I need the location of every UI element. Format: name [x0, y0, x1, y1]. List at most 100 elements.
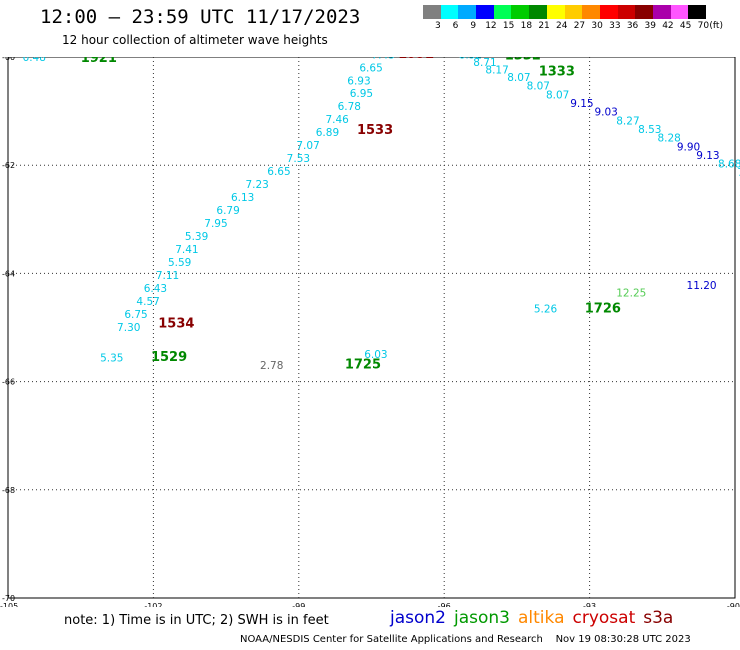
- color-swatch: [564, 5, 583, 19]
- color-swatch: [582, 5, 600, 19]
- wave-height-label: 5.39: [185, 231, 208, 243]
- color-swatch: [546, 5, 565, 19]
- latitude-label: -64: [2, 269, 15, 278]
- color-swatch: [635, 5, 653, 19]
- wave-height-label: 11.20: [687, 280, 717, 292]
- longitude-label: -99: [292, 602, 305, 607]
- wave-height-label: 8.68: [718, 159, 740, 171]
- color-swatch: [670, 5, 689, 19]
- color-scale-label: 24: [556, 21, 568, 31]
- color-scale-label: 9: [470, 21, 477, 31]
- satellite-legend-item: altika: [518, 608, 565, 628]
- credit-line: NOAA/NESDIS Center for Satellite Applica…: [240, 634, 691, 645]
- color-swatch: [529, 5, 547, 19]
- wave-height-label: 7.23: [245, 179, 268, 191]
- color-swatch: [599, 5, 618, 19]
- wave-height-label: 8.53: [638, 124, 661, 136]
- color-scale-label: 30: [591, 21, 603, 31]
- color-scale-label: 36: [626, 21, 639, 31]
- wave-height-label: 5.59: [168, 257, 191, 269]
- color-scale-label: 21: [538, 21, 550, 31]
- color-scale-label: 12: [485, 21, 497, 31]
- wave-height-label: 9.90: [677, 141, 700, 153]
- color-scale-label: 33: [609, 21, 621, 31]
- color-scale-label: 18: [520, 21, 533, 31]
- footer-note: note: 1) Time is in UTC; 2) SWH is in fe…: [64, 613, 329, 628]
- color-swatch: [652, 5, 671, 19]
- pass-time-label: 1532: [398, 57, 434, 62]
- wave-height-label: 8.28: [657, 133, 680, 145]
- wave-height-label: 7.07: [296, 140, 319, 152]
- color-swatch: [423, 5, 441, 19]
- pass-time-label: 1534: [158, 317, 194, 332]
- wave-height-label: 9.13: [696, 150, 719, 162]
- color-scale-labels: 3 6 9 12 15 18 21 24 27 30 33 36 39 42 45 70 (ft): [423, 21, 740, 33]
- color-scale-unit: (ft): [709, 21, 723, 31]
- wave-height-label: 6.89: [316, 127, 339, 139]
- satellite-legend: jason2 jason3 altika cryosat s3a: [390, 608, 681, 628]
- wave-height-label: 8.07: [507, 72, 530, 84]
- wave-height-label: 6.95: [350, 88, 373, 100]
- wave-height-label: 6.79: [216, 205, 239, 217]
- color-scale-legend: [423, 5, 706, 19]
- wave-height-label: 5.26: [534, 304, 558, 316]
- wave-height-label: 6.65: [359, 62, 382, 74]
- longitude-label: -96: [438, 602, 451, 607]
- wave-height-label: 6.75: [124, 309, 147, 321]
- wave-height-label: 7.41: [175, 244, 198, 256]
- wave-height-label: 5.35: [100, 352, 123, 364]
- wave-height-label: 6.78: [338, 101, 361, 113]
- color-scale-label: 3: [434, 21, 441, 31]
- wave-height-label: 7.78: [737, 167, 740, 179]
- latitude-label: -62: [2, 161, 15, 170]
- color-scale-label: 39: [644, 21, 656, 31]
- pass-time-label: 1533: [357, 123, 393, 138]
- page-subtitle: 12 hour collection of altimeter wave hei…: [62, 33, 328, 47]
- page-title: 12:00 – 23:59 UTC 11/17/2023: [40, 6, 361, 28]
- pass-time-label: 1333: [539, 65, 575, 80]
- wave-height-label: 9.15: [570, 98, 593, 110]
- wave-height-label: 7.11: [156, 270, 179, 282]
- wave-height-label: 7.30: [117, 322, 140, 334]
- color-swatch: [458, 5, 477, 19]
- pass-time-label: 1726: [585, 301, 621, 316]
- wave-height-label: 9.03: [594, 107, 617, 119]
- wave-height-label: 6.93: [347, 75, 370, 87]
- latitude-label: -68: [2, 486, 15, 495]
- pass-time-label: 1921: [81, 57, 117, 66]
- color-scale-label: 15: [502, 21, 515, 31]
- wave-height-label: 4.57: [136, 296, 159, 308]
- longitude-label: -90: [727, 602, 740, 607]
- color-scale-label: 27: [573, 21, 586, 31]
- wave-height-label: 6.65: [267, 166, 290, 178]
- latitude-label: -70: [2, 594, 15, 603]
- wave-height-label: 7.46: [325, 114, 349, 126]
- color-swatch: [688, 5, 706, 19]
- wave-height-label: 6.03: [364, 349, 387, 361]
- wave-height-label: 12.25: [616, 287, 646, 299]
- pass-time-label: 1725: [345, 358, 381, 373]
- pass-time-label: 1529: [151, 350, 187, 365]
- color-scale-label: 6: [452, 21, 459, 31]
- satellite-legend-item: jason2: [390, 608, 446, 628]
- wave-height-label: 8.17: [485, 64, 508, 76]
- wave-height-label: 8.52: [459, 57, 482, 61]
- longitude-label: -102: [144, 602, 162, 607]
- color-swatch: [476, 5, 494, 19]
- pass-time-label: 1332: [505, 57, 541, 63]
- satellite-legend-item: jason3: [454, 608, 510, 628]
- wave-height-label: 6.48: [23, 57, 46, 64]
- wave-height-label: 7.43: [372, 57, 395, 61]
- wave-height-label: 8.07: [527, 81, 550, 93]
- latitude-label: -60: [2, 57, 15, 62]
- color-swatch: [440, 5, 459, 19]
- wave-height-label: 7.95: [204, 218, 227, 230]
- wave-height-label: 8.07: [546, 89, 569, 101]
- wave-height-label: 6.13: [231, 192, 254, 204]
- longitude-label: -105: [0, 602, 18, 607]
- color-swatch: [511, 5, 530, 19]
- color-swatch: [493, 5, 512, 19]
- longitude-label: -93: [583, 602, 596, 607]
- wave-height-map: -60 -62 -64 -66 -68 -70-105 -102 -99 -96 -93 -90 6.…: [0, 57, 740, 607]
